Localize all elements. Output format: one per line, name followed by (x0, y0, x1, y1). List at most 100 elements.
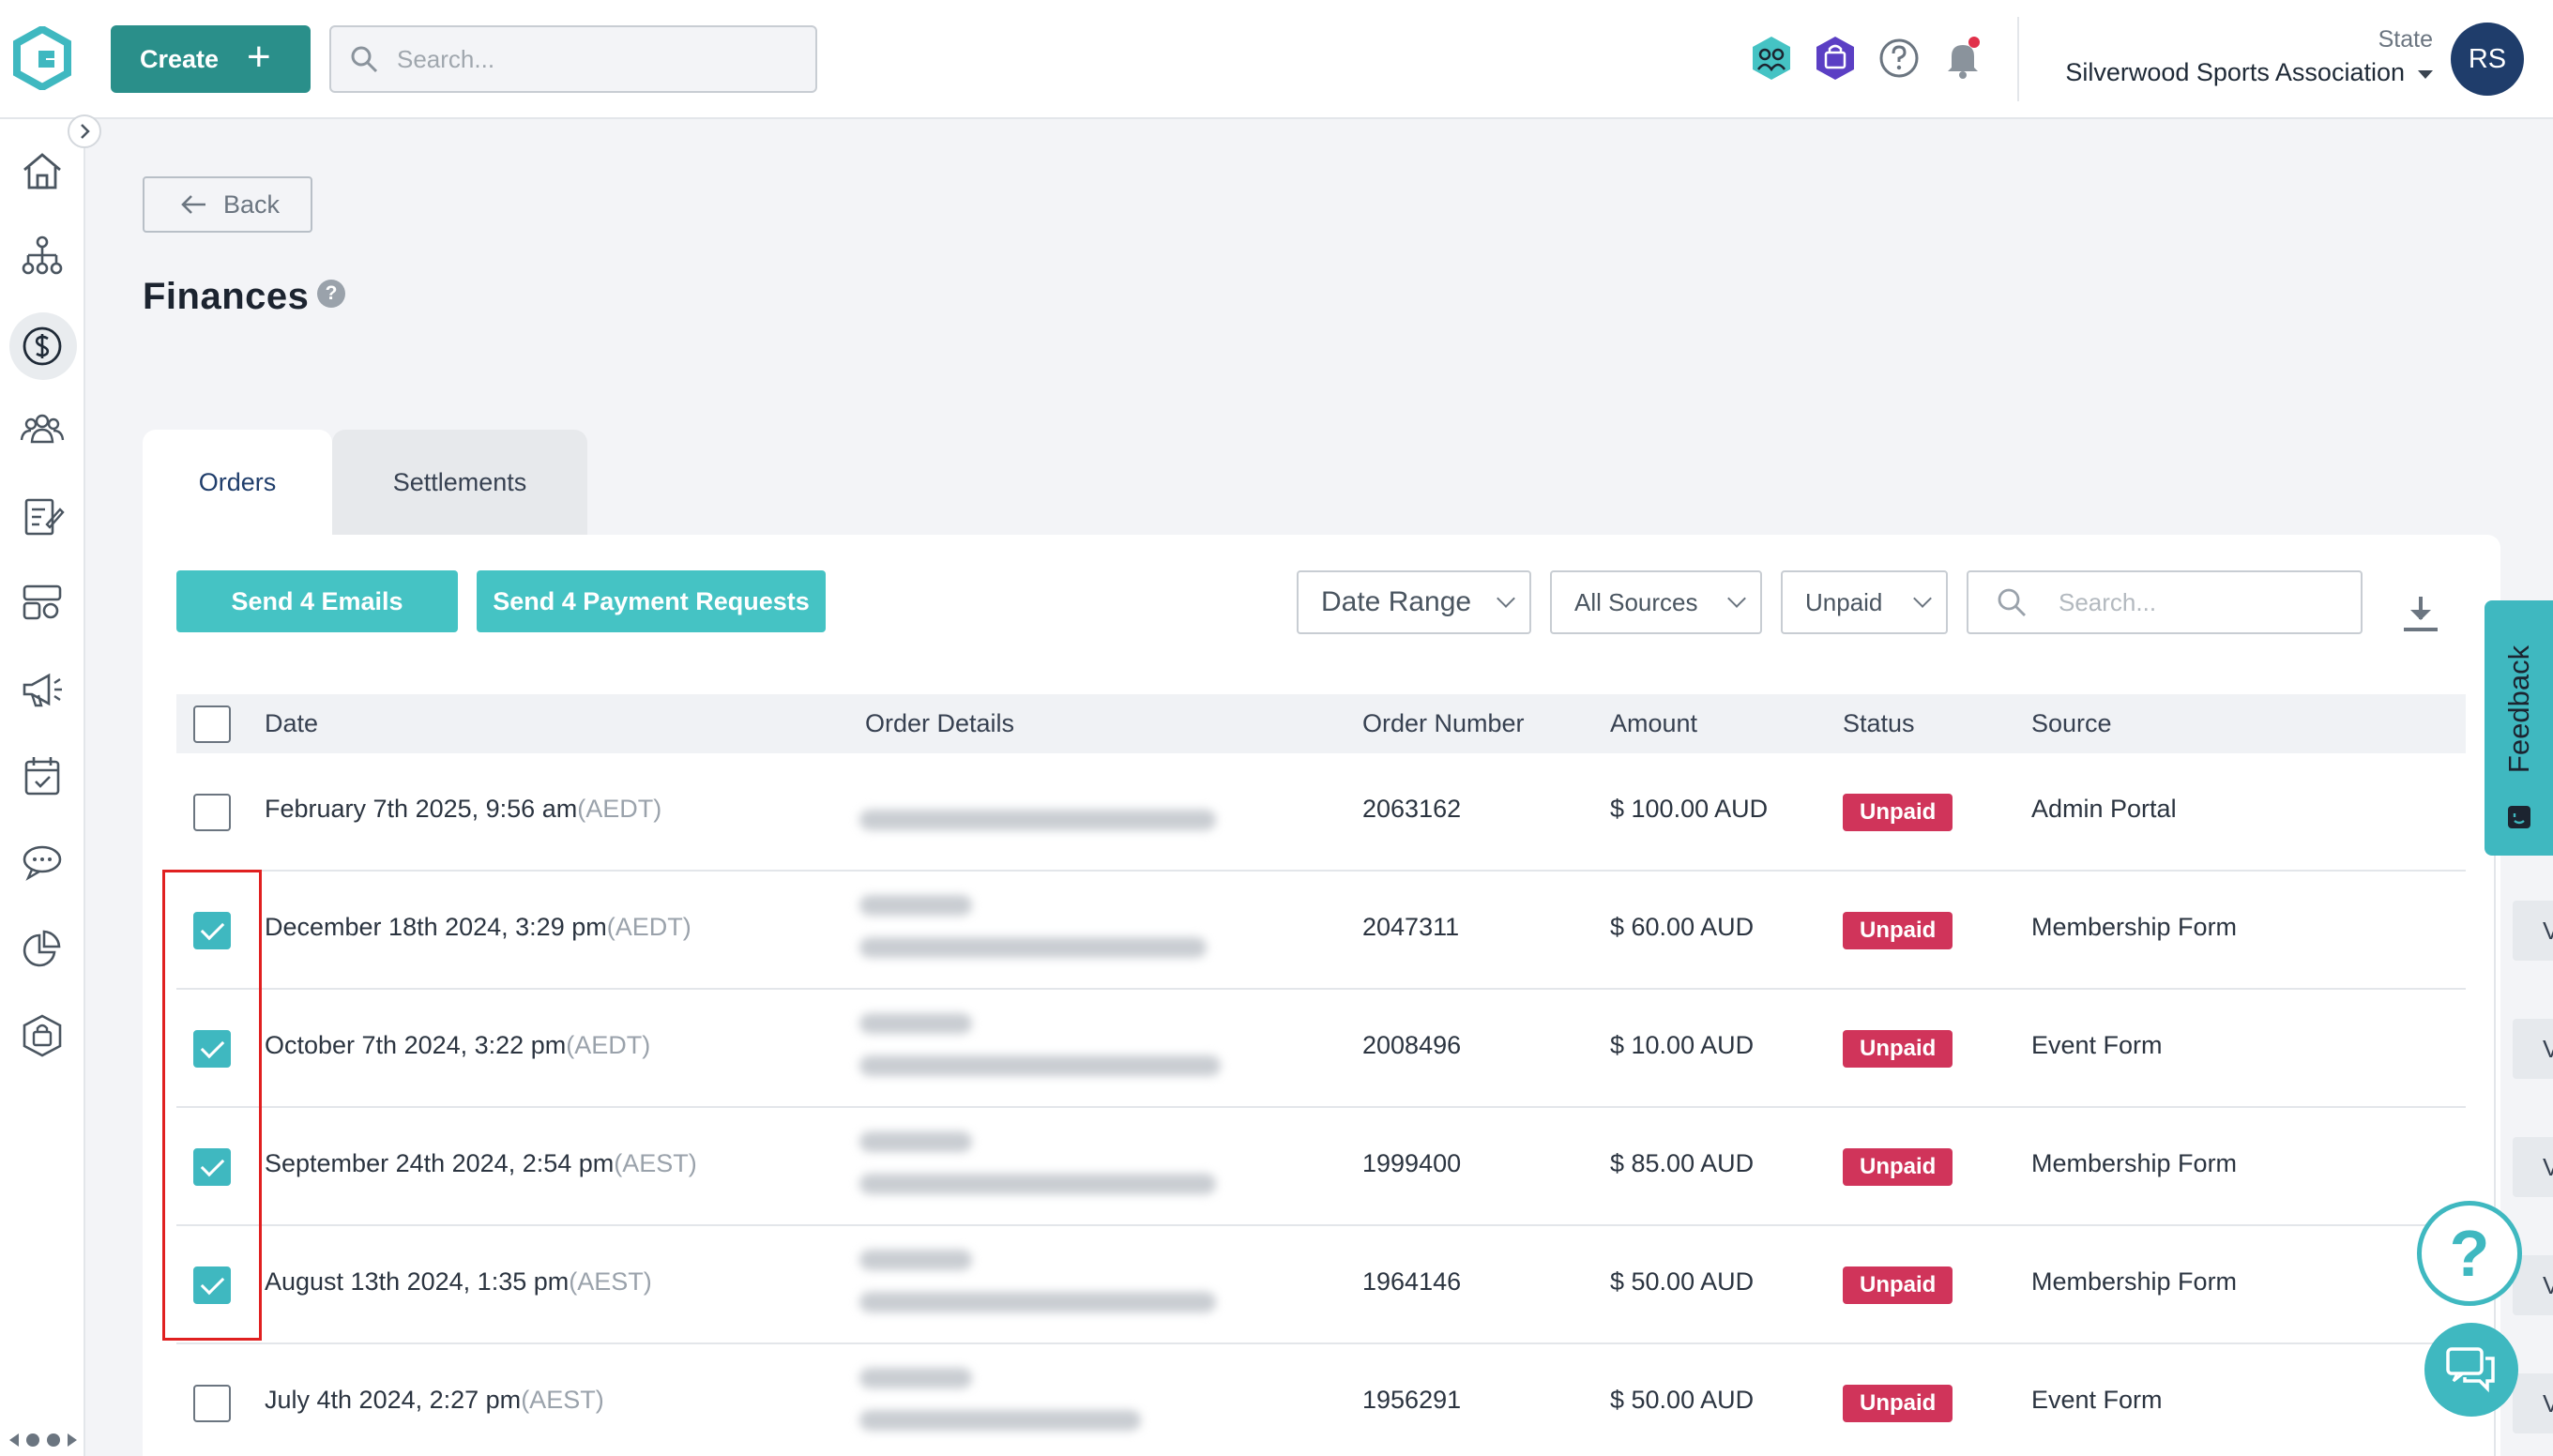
forms-edit-icon[interactable] (19, 493, 66, 539)
redacted-customer-name (859, 1013, 972, 1034)
column-header-order-number: Order Number (1362, 709, 1525, 737)
top-bar: Create + State Silverwood Sports Associa… (0, 0, 2553, 119)
chevron-down-icon (1913, 589, 1932, 608)
column-header-amount: Amount (1610, 709, 1698, 737)
status-badge: Unpaid (1843, 1266, 1953, 1304)
row-select-checkbox[interactable] (193, 794, 231, 831)
order-timezone: (AEDT) (577, 795, 662, 823)
column-header-status: Status (1843, 709, 1915, 737)
community-hub-icon[interactable] (1747, 34, 1796, 83)
pager-dot[interactable] (47, 1433, 60, 1447)
order-number: 2008496 (1362, 1031, 1462, 1059)
pager-left-icon[interactable] (9, 1433, 19, 1447)
column-header-source: Source (2031, 709, 2112, 737)
row-select-checkbox[interactable] (193, 912, 231, 949)
order-timezone: (AEST) (614, 1149, 697, 1177)
order-source: Event Form (2031, 1386, 2163, 1414)
reports-pie-chart-icon[interactable] (19, 926, 66, 973)
order-date: July 4th 2024, 2:27 pm (265, 1386, 522, 1414)
feedback-tab[interactable]: Feedback (2485, 600, 2553, 856)
redacted-customer-name (859, 1131, 972, 1152)
select-all-checkbox[interactable] (193, 705, 231, 743)
status-badge: Unpaid (1843, 1385, 1953, 1422)
redacted-customer-name (859, 895, 972, 916)
row-select-checkbox[interactable] (193, 1266, 231, 1304)
members-group-icon[interactable] (19, 406, 66, 453)
redacted-customer-email (859, 810, 1216, 830)
shop-bag-icon[interactable] (19, 1012, 66, 1059)
order-amount: $ 100.00 AUD (1610, 795, 1769, 823)
tab-settlements[interactable]: Settlements (332, 430, 587, 535)
global-search[interactable] (329, 25, 817, 93)
org-level-label: State (2378, 26, 2433, 53)
status-filter-dropdown[interactable]: Unpaid (1781, 570, 1948, 634)
order-number: 1964146 (1362, 1267, 1462, 1296)
chat-widget-button[interactable] (2424, 1323, 2518, 1417)
order-date-cell: September 24th 2024, 2:54 pm(AEST) (265, 1149, 697, 1178)
help-widget-button[interactable]: ? (2417, 1201, 2522, 1306)
app-logo-icon[interactable] (13, 26, 71, 90)
page-help-icon[interactable]: ? (317, 280, 345, 308)
order-date-cell: August 13th 2024, 1:35 pm(AEST) (265, 1267, 652, 1297)
pager-dot[interactable] (26, 1433, 39, 1447)
row-select-checkbox[interactable] (193, 1385, 231, 1422)
column-header-order-details: Order Details (865, 709, 1015, 737)
table-row[interactable]: October 7th 2024, 3:22 pm(AEDT) 2008496 $ … (176, 990, 2553, 1108)
events-calendar-icon[interactable] (19, 752, 66, 799)
tab-orders[interactable]: Orders (143, 430, 332, 535)
sources-dropdown[interactable]: All Sources (1550, 570, 1762, 634)
view-order-button[interactable]: View (2513, 1019, 2553, 1079)
download-icon[interactable] (2400, 595, 2441, 632)
global-search-input[interactable] (397, 44, 772, 74)
redacted-customer-email (859, 937, 1207, 958)
order-date: September 24th 2024, 2:54 pm (265, 1149, 615, 1177)
org-switcher[interactable]: Silverwood Sports Association (2065, 58, 2433, 87)
user-avatar[interactable]: RS (2451, 23, 2524, 96)
marketing-megaphone-icon[interactable] (19, 666, 66, 713)
table-row[interactable]: August 13th 2024, 1:35 pm(AEST) 1964146 $ … (176, 1226, 2553, 1344)
actions-column-divider (2494, 872, 2496, 990)
table-row[interactable]: December 18th 2024, 3:29 pm(AEDT) 2047311… (176, 872, 2553, 990)
row-select-checkbox[interactable] (193, 1030, 231, 1068)
view-order-button[interactable]: View (2513, 1137, 2553, 1197)
home-icon[interactable] (19, 147, 66, 194)
order-date-cell: December 18th 2024, 3:29 pm(AEDT) (265, 913, 691, 942)
order-timezone: (AEST) (569, 1267, 652, 1296)
order-source: Admin Portal (2031, 795, 2177, 823)
date-range-dropdown[interactable]: Date Range (1297, 570, 1531, 634)
back-button[interactable]: Back (143, 176, 312, 233)
notifications-bell-icon[interactable] (1938, 34, 1987, 83)
row-select-checkbox[interactable] (193, 1148, 231, 1186)
order-amount: $ 60.00 AUD (1610, 913, 1755, 941)
send-payment-requests-button[interactable]: Send 4 Payment Requests (477, 570, 826, 632)
send-emails-button[interactable]: Send 4 Emails (176, 570, 458, 632)
date-range-value: Date Range (1321, 586, 1472, 617)
status-filter-value: Unpaid (1805, 587, 1883, 616)
order-amount: $ 85.00 AUD (1610, 1149, 1755, 1177)
shop-icon[interactable] (1811, 34, 1860, 83)
column-header-date[interactable]: Date (265, 709, 319, 737)
finances-dollar-icon[interactable] (19, 323, 66, 370)
order-source: Membership Form (2031, 913, 2238, 941)
redacted-customer-email (859, 1292, 1216, 1312)
table-row[interactable]: September 24th 2024, 2:54 pm(AEST) 199940… (176, 1108, 2553, 1226)
org-name: Silverwood Sports Association (2065, 58, 2405, 86)
organisation-tree-icon[interactable] (19, 233, 66, 280)
create-button-label: Create (140, 44, 220, 73)
pager-right-icon[interactable] (68, 1433, 77, 1447)
view-order-button[interactable]: View (2513, 901, 2553, 961)
create-button[interactable]: Create + (111, 25, 311, 93)
orders-search-input[interactable] (2059, 587, 2340, 617)
view-order-button[interactable]: View (2513, 1373, 2553, 1433)
table-row[interactable]: July 4th 2024, 2:27 pm(AEST) 1956291 $ 50.… (176, 1344, 2553, 1456)
table-row[interactable]: February 7th 2025, 9:56 am(AEDT) 2063162 $… (176, 753, 2553, 872)
redacted-customer-name (859, 1368, 972, 1388)
competitions-icon[interactable] (19, 579, 66, 626)
search-icon (351, 46, 378, 73)
orders-search[interactable] (1967, 570, 2363, 634)
sidebar-expand-button[interactable] (68, 114, 101, 148)
help-icon[interactable] (1875, 34, 1923, 83)
sidebar-pager[interactable] (9, 1433, 77, 1447)
communications-chat-icon[interactable] (19, 839, 66, 886)
caret-down-icon (2418, 70, 2433, 79)
